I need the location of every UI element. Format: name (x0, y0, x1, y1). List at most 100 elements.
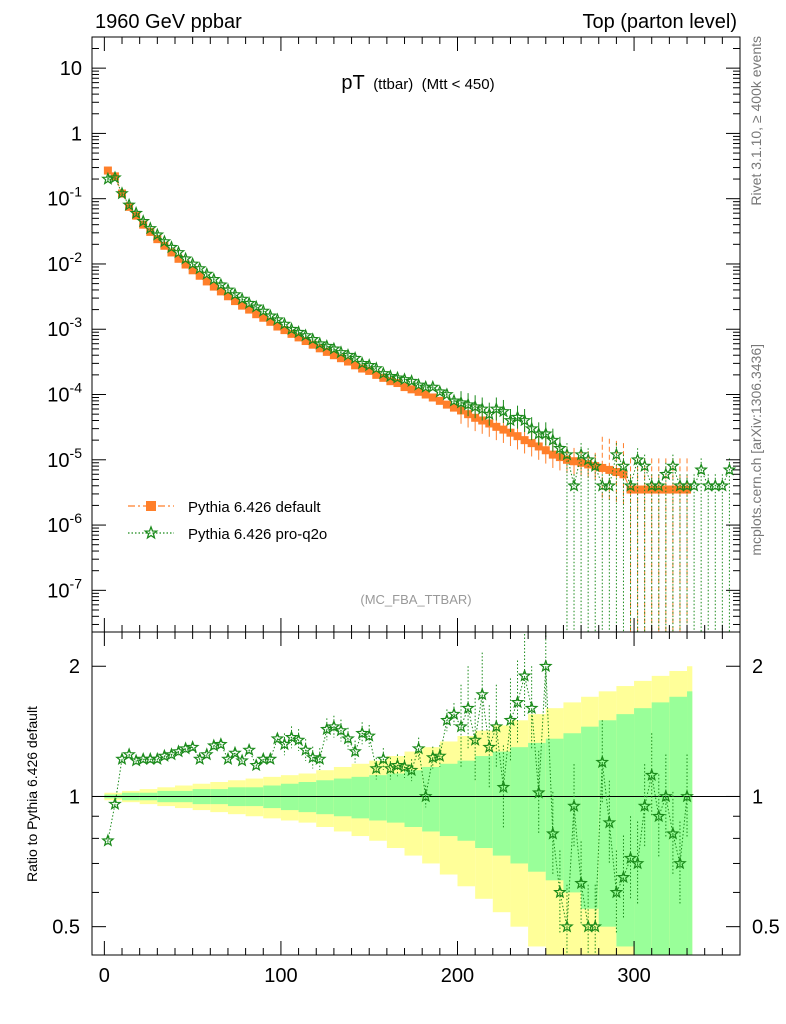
ratio-frame (91, 631, 741, 956)
ratio-point (277, 737, 292, 751)
series-pro-point (242, 296, 257, 310)
series-default-point (287, 329, 296, 338)
ratio-point (651, 809, 666, 823)
ratio-point (602, 815, 617, 829)
ratio-point (348, 744, 362, 758)
ratio-point (432, 748, 447, 762)
series-default-point (520, 436, 529, 445)
ytick-exponent: -3 (70, 314, 83, 330)
series-pro-point (722, 462, 737, 476)
ratio-point (397, 759, 412, 773)
ratio-point (362, 728, 377, 742)
series-pro-point (447, 393, 461, 407)
main-data-layer (101, 166, 737, 632)
series-default-line (107, 170, 687, 490)
series-default-point (273, 322, 282, 331)
series-pro-point (298, 328, 313, 342)
ratio-point (468, 732, 483, 746)
ratio-point (482, 739, 497, 753)
ratio-point (355, 726, 370, 740)
series-pro-point (489, 401, 504, 415)
ytick-exponent: -4 (70, 380, 83, 396)
ratio-point (199, 747, 214, 761)
ratio-point (383, 761, 398, 775)
series-pro-point (715, 478, 730, 492)
band-green (669, 696, 688, 955)
ratio-point (616, 870, 631, 884)
ratio-point (291, 732, 306, 746)
series-default-point (633, 485, 642, 494)
ratio-xtick-label: 300 (617, 965, 650, 987)
series-default-point (216, 287, 225, 296)
ratio-point (475, 687, 490, 701)
band-green (475, 756, 493, 849)
ratio-point (108, 796, 122, 811)
legend: Pythia 6.426 default Pythia 6.426 pro-q2… (128, 499, 327, 543)
series-pro-point (369, 361, 384, 375)
ratio-point (122, 747, 136, 761)
main-ytick-label: 10-4 (47, 380, 82, 407)
ratio-point (171, 744, 186, 758)
series-pro-point (355, 356, 370, 370)
series-default-point (414, 387, 423, 396)
main-ytick-label: 10-5 (47, 445, 82, 472)
series-default-point (322, 347, 331, 356)
ratio-point (531, 785, 546, 799)
series-pro-point (524, 421, 539, 435)
ratio-point (503, 713, 518, 727)
series-default-point (146, 227, 155, 236)
ratio-point (242, 742, 257, 756)
series-default-point (209, 282, 218, 291)
series-pro-point (383, 369, 398, 383)
band-green (457, 760, 476, 841)
ratio-point (680, 789, 694, 803)
ratio-point (390, 758, 405, 772)
ytick-base: 10 (47, 450, 69, 472)
ratio-point (418, 789, 433, 803)
series-pro-point (214, 277, 228, 291)
band-green (351, 776, 370, 819)
ratio-point (567, 798, 581, 812)
ratio-point (644, 767, 659, 781)
ytick-exponent: -1 (70, 184, 83, 200)
chart-title-cut: (Mtt < 450) (422, 76, 495, 93)
ratio-point (560, 919, 574, 933)
ratio-point (185, 739, 200, 753)
ratio-point (369, 761, 384, 775)
band-green (316, 780, 334, 815)
series-default-point (562, 455, 571, 464)
series-pro-point (602, 478, 617, 492)
ratio-ylabel: Ratio to Pythia 6.426 default (24, 706, 40, 882)
series-default-point (202, 277, 211, 286)
ratio-point (553, 885, 567, 899)
series-pro-point (108, 170, 122, 184)
ratio-point (214, 737, 228, 751)
series-pro-point (256, 303, 271, 317)
series-default-point (245, 305, 254, 314)
ytick-exponent: -2 (70, 249, 83, 265)
band-green (404, 770, 423, 827)
series-pro-point (630, 452, 645, 466)
band-green (510, 747, 529, 864)
ratio-point (411, 741, 426, 755)
series-default-point (336, 354, 345, 363)
series-default-point (640, 485, 649, 494)
series-pro-point (567, 478, 581, 492)
ratio-point (510, 695, 525, 709)
series-pro-point (334, 345, 348, 359)
ratio-point (574, 876, 588, 890)
series-default-point (407, 385, 416, 394)
series-default-point (315, 344, 324, 353)
band-green (369, 775, 387, 821)
ratio-point (312, 751, 327, 766)
ratio-point (673, 856, 687, 870)
series-pro-point (553, 441, 567, 455)
series-pro-point (538, 426, 553, 440)
band-green (422, 766, 440, 832)
series-pro-point (157, 234, 172, 248)
ratio-point (284, 730, 299, 744)
main-ytick-label: 10-2 (47, 249, 82, 276)
series-pro-point (461, 397, 475, 411)
